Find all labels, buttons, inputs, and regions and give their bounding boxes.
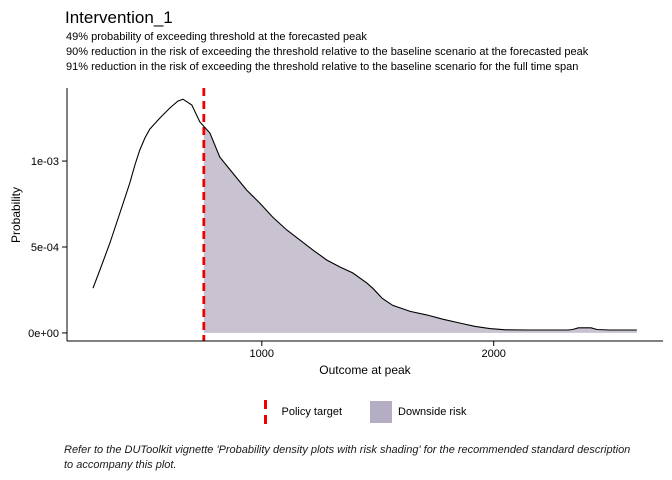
policy-target-key-icon [263, 400, 267, 424]
y-axis-ticks: 0e+00 5e-04 1e-03 [28, 156, 67, 340]
subtitle-line-3: 91% reduction in the risk of exceeding t… [66, 61, 579, 73]
legend: Policy target Downside risk [67, 396, 663, 428]
density-plot: 1000 2000 0e+00 5e-04 1e-03 [28, 88, 663, 360]
page-title: Intervention_1 [65, 8, 173, 27]
downside-risk-swatch-icon [370, 401, 393, 423]
subtitle-block: 49% probability of exceeding threshold a… [66, 30, 588, 75]
y-tick-label: 5e-04 [31, 242, 59, 254]
y-axis-title: Probability [9, 186, 23, 244]
x-tick-label: 1000 [250, 348, 274, 360]
x-tick-label: 2000 [481, 348, 505, 360]
subtitle-line-2: 90% reduction in the risk of exceeding t… [66, 46, 589, 58]
y-tick-label: 0e+00 [28, 328, 59, 340]
subtitle-line-1: 49% probability of exceeding threshold a… [66, 31, 367, 43]
downside-risk-area [203, 126, 637, 333]
x-axis-title: Outcome at peak [319, 363, 411, 377]
density-curve [92, 98, 637, 331]
legend-label-policy-target: Policy target [281, 406, 343, 418]
figure-caption: Refer to the DUToolkit vignette 'Probabi… [64, 444, 631, 471]
legend-label-downside-risk: Downside risk [398, 406, 467, 418]
x-axis-ticks: 1000 2000 [250, 341, 506, 360]
y-tick-label: 1e-03 [31, 156, 59, 168]
